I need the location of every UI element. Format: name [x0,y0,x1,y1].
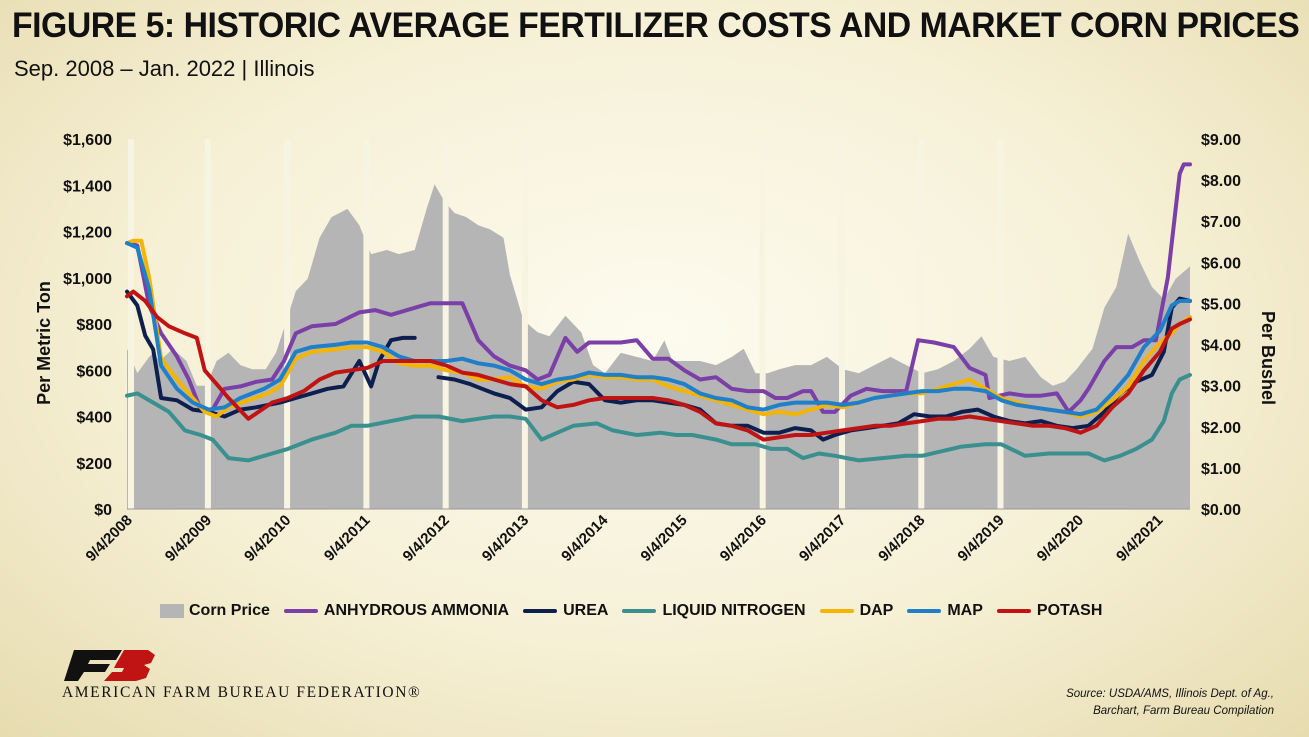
y-tick-label: $400 [76,410,112,427]
y-axis-title: Per Metric Ton [34,281,54,405]
page-subtitle: Sep. 2008 – Jan. 2022 | Illinois [14,56,315,81]
legend-swatch [819,609,854,613]
source-line-1: Source: USDA/AMS, Illinois Dept. of Ag., [1066,688,1274,700]
area-gap-9 [997,139,1004,509]
x-tick-label: 9/4/2012 [400,512,453,565]
legend-item-urea: UREA [523,602,608,620]
legend-swatch [523,609,558,613]
x-tick-label: 9/4/2010 [241,512,294,565]
legend-item-dap: DAP [819,602,894,620]
area-gap-2 [284,139,291,509]
source-line-2: Barchart, Farm Bureau Compilation [1093,705,1274,717]
x-tick-label: 9/4/2019 [954,512,1007,565]
y2-tick-label: $2.00 [1201,420,1241,437]
y-tick-label: $200 [76,456,112,473]
chart-legend: Corn Price ANHYDROUS AMMONIA UREA LIQUID NI… [160,600,1170,622]
legend-item-potash: POTASH [996,602,1103,620]
y-tick-label: $1,600 [63,132,112,149]
y-tick-label: $1,400 [63,178,112,195]
organization-name: AMERICAN FARM BUREAU FEDERATION® [62,684,422,701]
legend-item-corn-price: Corn Price [160,602,270,620]
legend-item-liquid-nitrogen: LIQUID NITROGEN [622,602,806,620]
y2-tick-label: $6.00 [1201,255,1241,272]
legend-label: MAP [947,602,983,619]
x-tick-label: 9/4/2008 [83,512,136,565]
area-gap-8 [918,139,925,509]
area-gap-6 [759,139,766,509]
y2-axis-title: Per Bushel [1258,311,1278,405]
x-tick-label: 9/4/2017 [796,512,849,565]
x-tick-label: 9/4/2013 [479,512,532,565]
legend-swatch [907,609,942,613]
y2-tick-label: $0.00 [1201,502,1241,519]
area-gap-layer [128,139,1004,509]
map-line [125,241,1192,417]
legend-label: Corn Price [189,602,270,619]
legend-item-map: MAP [907,602,983,620]
fertilizer-lines-layer [125,162,1192,463]
y-tick-label: $600 [76,363,112,380]
area-gap-0 [128,139,134,509]
x-tick-label: 9/4/2016 [717,512,770,565]
area-gap-3 [363,139,370,509]
area-gap-1 [204,139,211,509]
x-tick-label: 9/4/2011 [321,512,374,565]
x-tick-label: 9/4/2014 [558,511,612,565]
x-tick-label: 9/4/2009 [162,512,215,565]
legend-label: ANHYDROUS AMMONIA [323,602,510,619]
y2-tick-label: $1.00 [1201,461,1241,478]
page-title: FIGURE 5: HISTORIC AVERAGE FERTILIZER CO… [12,6,1300,45]
legend-swatch [160,604,184,618]
y-tick-label: $1,000 [63,271,112,288]
y2-tick-label: $8.00 [1201,173,1241,190]
source-note: Source: USDA/AMS, Illinois Dept. of Ag.,… [974,686,1274,720]
legend-item-anhydrous-ammonia: ANHYDROUS AMMONIA [283,602,510,620]
x-tick-label: 9/4/2021 [1113,512,1166,565]
legend-label: LIQUID NITROGEN [662,602,806,619]
x-tick-label: 9/4/2015 [637,512,690,565]
x-tick-label: 9/4/2020 [1034,512,1087,565]
y-tick-label: $1,200 [63,225,112,242]
y2-tick-label: $3.00 [1201,379,1241,396]
area-gap-5 [521,139,528,509]
y-tick-label: $0 [94,502,112,519]
potash-line [125,289,1192,442]
legend-label: POTASH [1036,602,1103,619]
legend-label: UREA [563,602,609,619]
anhydrous-ammonia-line [125,162,1192,414]
y2-tick-label: $5.00 [1201,296,1241,313]
y2-tick-label: $4.00 [1201,338,1241,355]
liquid-nitrogen-line [125,372,1192,463]
area-gap-7 [839,139,845,509]
area-gap-4 [442,139,449,509]
legend-label: DAP [859,602,894,619]
legend-swatch [996,609,1031,613]
y-tick-label: $800 [76,317,112,334]
legend-swatch [622,609,657,613]
legend-swatch [283,609,318,613]
y2-tick-label: $7.00 [1201,214,1241,231]
x-tick-label: 9/4/2018 [875,512,928,565]
farm-bureau-logo [64,650,155,681]
y2-tick-label: $9.00 [1201,132,1241,149]
